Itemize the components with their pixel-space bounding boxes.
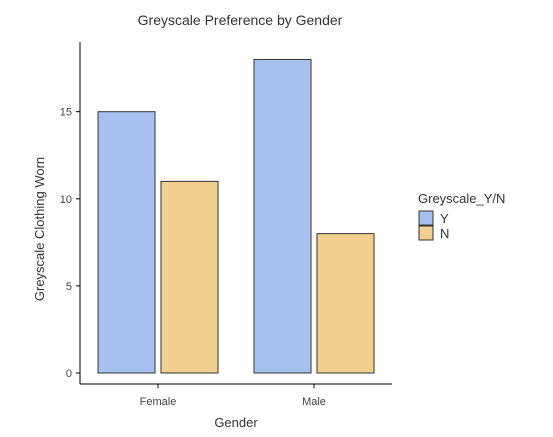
y-tick-label: 0 [66,368,72,380]
y-ticks: 0 5 10 15 [60,107,80,380]
x-axis-title: Gender [214,415,258,430]
bar-female-n [160,180,219,374]
bars-group [97,58,375,374]
y-tick-label: 15 [60,107,72,119]
legend-swatch-n [418,225,434,241]
x-tick-label: Female [140,396,177,408]
chart-title: Greyscale Preference by Gender [138,12,343,28]
bar-male-n [316,233,375,374]
bar-female-y [97,111,156,374]
x-ticks: Female Male [140,384,326,408]
legend: Greyscale_Y/N YN [418,191,505,241]
legend-title: Greyscale_Y/N [418,191,505,206]
legend-label-n: N [440,226,449,241]
y-tick-label: 5 [66,281,72,293]
bar-male-y [253,58,312,374]
legend-label-y: Y [440,211,449,226]
x-tick-label: Male [302,396,326,408]
legend-swatch-y [418,210,434,226]
y-axis-title: Greyscale Clothing Worn [32,157,47,301]
y-tick-label: 10 [60,194,72,206]
